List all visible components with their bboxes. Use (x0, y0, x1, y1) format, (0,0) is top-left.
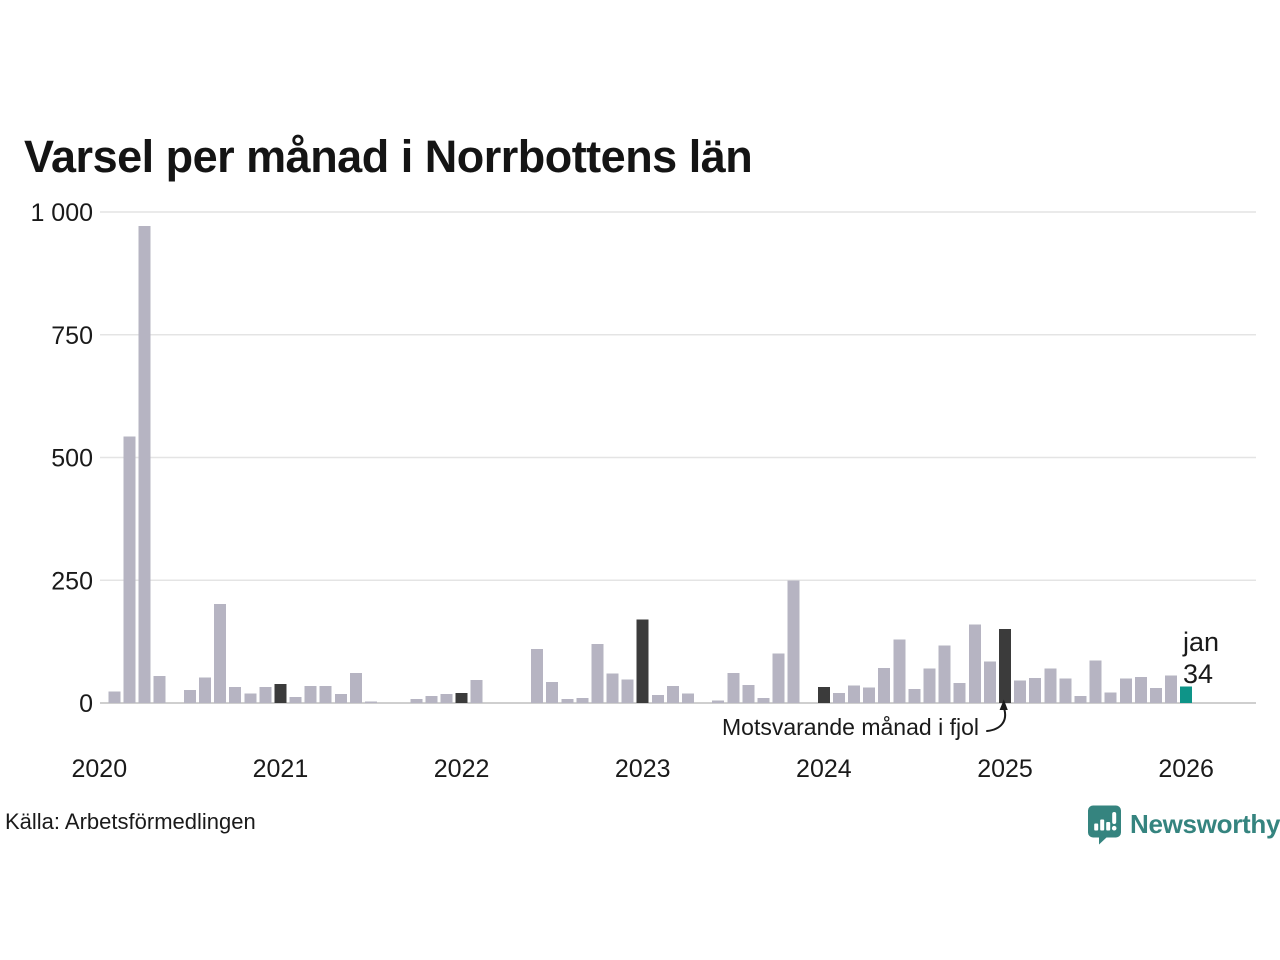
bar-okt-2022 (591, 644, 604, 703)
bar-apr-2023 (682, 693, 694, 703)
gridlines (100, 211, 1256, 704)
annotation-label: Motsvarande månad i fjol (722, 714, 979, 740)
bar-feb-2023 (651, 695, 664, 703)
bar-okt-2021 (410, 699, 423, 703)
bar-maj-2020 (153, 676, 166, 703)
x-tick-label: 2023 (615, 755, 671, 783)
x-tick-label: 2025 (977, 755, 1033, 783)
bar-mar-2021 (304, 685, 317, 703)
x-tick-label: 2022 (434, 755, 490, 783)
bar-jan-2021 (274, 683, 287, 703)
bar-jul-2020 (183, 690, 196, 703)
bar-jul-2022 (546, 681, 559, 703)
bar-dec-2024 (983, 661, 996, 703)
bar-sep-2025 (1119, 678, 1132, 703)
bar-okt-2025 (1134, 676, 1147, 703)
bar-okt-2024 (953, 682, 966, 703)
bar-apr-2025 (1044, 668, 1057, 703)
bar-aug-2020 (198, 677, 211, 703)
bar-nov-2021 (425, 696, 438, 703)
bar-jun-2024 (893, 639, 906, 703)
bar-jul-2024 (908, 688, 921, 703)
bar-aug-2024 (923, 668, 936, 703)
bar-mar-2023 (666, 685, 679, 703)
bar-jan-2022 (455, 693, 468, 703)
bar-mar-2025 (1029, 677, 1042, 703)
bar-sep-2022 (576, 698, 589, 703)
newsworthy-bubble-icon (1088, 805, 1121, 844)
bar-maj-2025 (1059, 678, 1072, 703)
current-point-label: jan 34 (1183, 626, 1219, 690)
bar-jan-2026 (1180, 686, 1193, 703)
annotation-arrow (986, 699, 1008, 732)
bar-feb-2021 (289, 697, 302, 703)
bar-jun-2025 (1074, 696, 1087, 703)
bar-okt-2023 (772, 653, 785, 703)
bar-jun-2022 (531, 648, 544, 703)
current-point-value: 34 (1183, 659, 1214, 689)
bar-sep-2020 (214, 603, 227, 703)
bar-dec-2021 (440, 694, 453, 703)
current-point-month: jan (1183, 627, 1220, 657)
x-tick-label: 2024 (796, 755, 852, 783)
bar-sep-2023 (757, 698, 770, 703)
bar-jul-2025 (1089, 660, 1102, 703)
bar-jun-2021 (349, 673, 362, 703)
bar-jul-2021 (365, 701, 378, 703)
bar-aug-2023 (742, 684, 755, 703)
y-tick-label: 500 (51, 445, 93, 473)
source-credit: Källa: Arbetsförmedlingen (5, 809, 256, 834)
bar-apr-2024 (863, 687, 876, 703)
y-tick-label: 0 (79, 690, 93, 718)
newsworthy-logo: Newsworthy (1087, 803, 1280, 845)
bar-jan-2024 (817, 686, 830, 703)
bars (108, 226, 1193, 704)
bar-jun-2023 (712, 700, 725, 703)
bar-jan-2025 (999, 628, 1011, 703)
y-tick-label: 750 (51, 322, 93, 350)
axis-labels: 1 000 750 500 250 0 2020 2021 2022 2023 2024 2025 2… (30, 199, 1214, 783)
bar-apr-2021 (319, 685, 332, 703)
bar-feb-2020 (108, 691, 121, 703)
x-tick-label: 2026 (1158, 755, 1214, 783)
bar-nov-2023 (787, 580, 800, 703)
y-tick-label: 250 (51, 567, 93, 595)
bar-nov-2020 (244, 693, 257, 703)
bar-dec-2022 (621, 679, 634, 703)
bar-feb-2024 (832, 693, 845, 703)
bar-feb-2025 (1014, 680, 1027, 703)
bar-apr-2020 (138, 226, 151, 704)
brand-name: Newsworthy (1130, 808, 1280, 839)
bar-dec-2020 (259, 686, 272, 703)
bar-feb-2022 (470, 679, 483, 703)
bar-jul-2023 (727, 673, 740, 703)
bar-mar-2024 (848, 685, 861, 703)
bar-maj-2024 (878, 668, 891, 703)
y-tick-label: 1 000 (30, 199, 93, 227)
bar-aug-2022 (561, 699, 574, 703)
bar-mar-2020 (123, 436, 136, 703)
bar-nov-2025 (1149, 687, 1162, 703)
page-title: Varsel per månad i Norrbottens län (24, 131, 753, 182)
bar-dec-2025 (1165, 675, 1178, 703)
bar-jan-2023 (636, 619, 649, 703)
x-tick-label: 2020 (71, 755, 127, 783)
x-tick-label: 2021 (253, 755, 309, 783)
bar-sep-2024 (938, 645, 951, 703)
bar-aug-2025 (1104, 692, 1117, 703)
bar-okt-2020 (229, 686, 242, 703)
bar-nov-2024 (968, 624, 981, 703)
bar-maj-2021 (334, 694, 347, 703)
bar-nov-2022 (606, 673, 619, 703)
